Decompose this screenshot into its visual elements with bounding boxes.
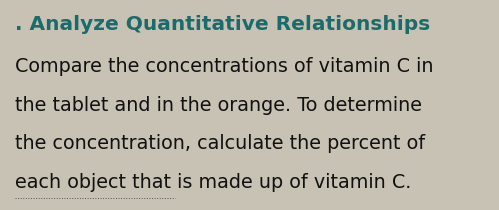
Text: each object that is made up of vitamin C.: each object that is made up of vitamin C… [15, 173, 411, 192]
Text: . Analyze Quantitative Relationships: . Analyze Quantitative Relationships [15, 15, 430, 34]
Text: the concentration, calculate the percent of: the concentration, calculate the percent… [15, 134, 425, 153]
Text: Compare the concentrations of vitamin C in: Compare the concentrations of vitamin C … [15, 57, 434, 76]
Text: the tablet and in the orange. To determine: the tablet and in the orange. To determi… [15, 96, 422, 114]
